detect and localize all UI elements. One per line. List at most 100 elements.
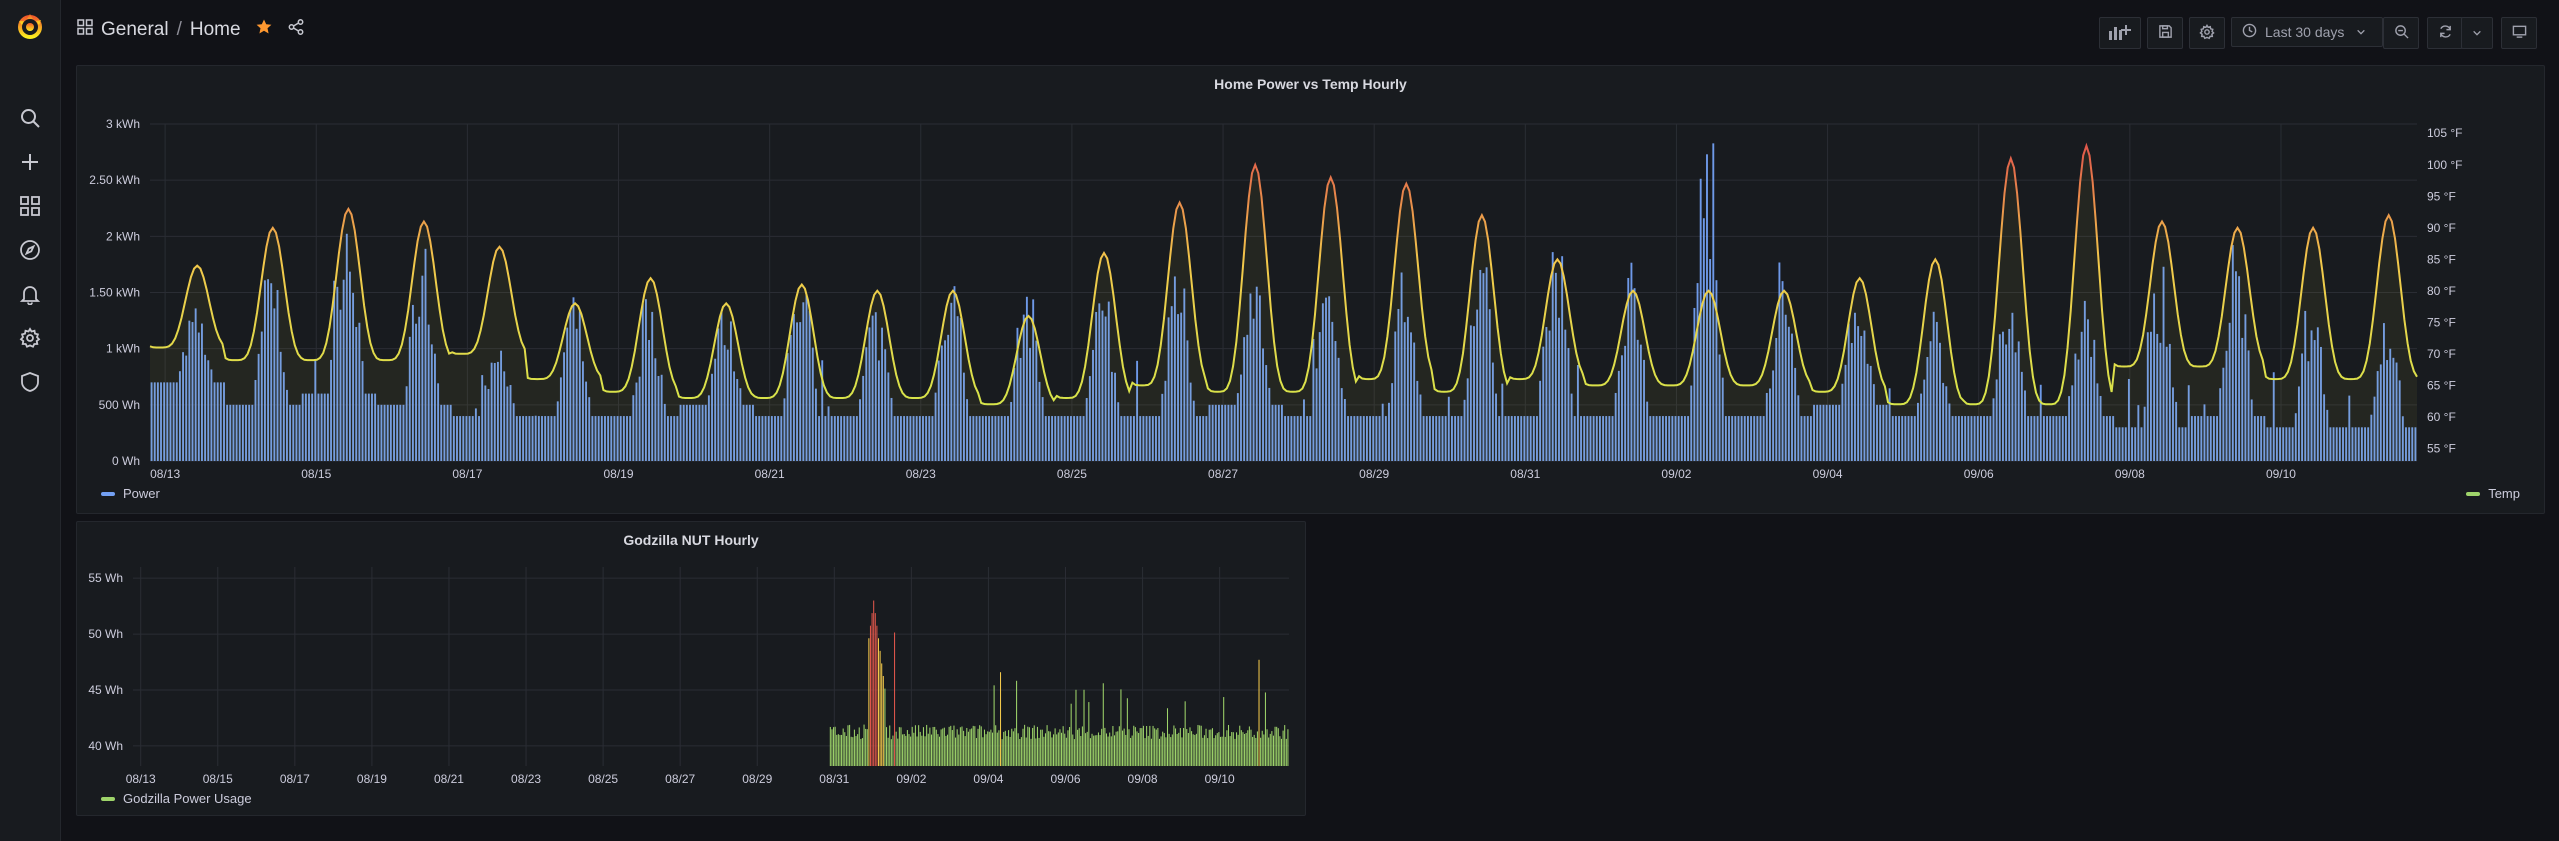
power-bar: [1151, 416, 1154, 461]
godzilla-bar: [1168, 733, 1170, 766]
godzilla-bar: [1260, 737, 1262, 766]
share-icon[interactable]: [287, 18, 305, 42]
power-bar: [1794, 367, 1797, 461]
power-bar: [2329, 427, 2332, 461]
explore-compass-icon[interactable]: [19, 239, 41, 261]
power-bar: [2235, 271, 2237, 461]
save-dashboard-button[interactable]: [2147, 17, 2183, 49]
power-bar: [1913, 416, 1916, 461]
godzilla-bar: [980, 726, 982, 766]
alert-bell-icon[interactable]: [19, 283, 41, 306]
gear-icon[interactable]: [19, 327, 41, 349]
power-bar: [1479, 269, 1482, 461]
power-bar: [890, 397, 893, 461]
godzilla-bar: [1163, 733, 1165, 766]
power-bar: [2064, 416, 2067, 461]
legend-power[interactable]: Power: [101, 486, 160, 501]
x-tick-label: 08/19: [357, 772, 387, 786]
plus-icon[interactable]: [19, 151, 41, 173]
godzilla-bar: [1158, 738, 1160, 766]
power-bar: [380, 404, 383, 461]
legend-godzilla[interactable]: Godzilla Power Usage: [101, 791, 252, 806]
power-bar: [1400, 272, 1403, 461]
power-bar: [2200, 416, 2203, 461]
power-bar: [1863, 330, 1866, 461]
power-bar: [2102, 416, 2105, 461]
power-temp-chart[interactable]: 0 Wh 500 Wh 1 kWh 1.50 kWh 2 kWh 2.50 kWh 3 kW…: [77, 66, 2544, 513]
legend-temp[interactable]: Temp: [2466, 486, 2520, 501]
add-panel-button[interactable]: [2099, 17, 2141, 49]
power-bar: [940, 345, 943, 461]
star-icon[interactable]: [255, 18, 273, 42]
power-bar: [1451, 416, 1453, 461]
godzilla-bar: [1036, 726, 1038, 766]
power-bar: [720, 310, 723, 461]
godzilla-bar: [897, 738, 899, 766]
zoom-out-icon: [2394, 24, 2409, 42]
refresh-interval-button[interactable]: [2461, 17, 2493, 49]
dashboards-grid-icon[interactable]: [77, 19, 93, 41]
power-bar: [2024, 390, 2026, 461]
power-bar: [1734, 416, 1737, 461]
refresh-button[interactable]: [2427, 17, 2463, 49]
power-bar: [333, 280, 336, 461]
x-tick-label: 08/21: [434, 772, 464, 786]
power-bar: [1079, 416, 1082, 461]
godzilla-bar: [1202, 737, 1204, 766]
panel-title[interactable]: Godzilla NUT Hourly: [623, 532, 759, 548]
godzilla-bar: [1030, 738, 1032, 766]
power-bar: [1910, 416, 1913, 461]
godzilla-bar: [1086, 731, 1088, 766]
power-bar: [1359, 416, 1362, 461]
godzilla-bar: [1065, 737, 1067, 766]
godzilla-bar: [1152, 725, 1154, 766]
breadcrumb-folder[interactable]: General: [101, 19, 169, 40]
shield-icon[interactable]: [19, 371, 41, 393]
power-bar: [638, 376, 641, 461]
godzilla-bar: [871, 613, 873, 766]
power-bar: [1646, 401, 1649, 461]
power-bar: [1957, 416, 1960, 461]
power-bar: [616, 416, 619, 461]
godzilla-bar: [1199, 725, 1201, 766]
x-tick-label: 08/13: [150, 467, 180, 481]
power-bar: [2367, 427, 2370, 461]
power-bar: [899, 416, 902, 461]
search-icon[interactable]: [19, 107, 41, 129]
godzilla-bar: [1128, 729, 1130, 766]
panel-title[interactable]: Home Power vs Temp Hourly: [1214, 76, 1407, 92]
godzilla-bar: [1166, 708, 1169, 766]
zoom-out-button[interactable]: [2383, 17, 2419, 49]
power-bar: [2168, 343, 2171, 461]
dashboard-settings-button[interactable]: [2189, 17, 2225, 49]
power-bar: [1939, 342, 1941, 461]
godzilla-bar: [849, 724, 851, 766]
power-bar: [2405, 427, 2407, 461]
breadcrumb-dashboard[interactable]: Home: [189, 19, 241, 40]
godzilla-bar: [1035, 738, 1037, 766]
power-bar: [629, 416, 632, 461]
x-tick-label: 09/04: [1813, 467, 1843, 481]
power-bar: [1375, 416, 1378, 461]
power-bar: [210, 369, 213, 461]
power-bar: [2027, 416, 2030, 461]
godzilla-chart[interactable]: 40 Wh 45 Wh 50 Wh 55 Wh 08/13 08/15 08/17 08/19…: [77, 522, 1305, 815]
godzilla-bar: [1011, 728, 1013, 766]
godzilla-bar: [839, 734, 841, 766]
power-bar: [1602, 416, 1605, 461]
tv-mode-button[interactable]: [2501, 17, 2537, 49]
power-bar: [1876, 404, 1878, 461]
godzilla-bar: [1025, 737, 1027, 766]
power-bar: [1809, 416, 1812, 461]
power-bar: [792, 314, 795, 461]
godzilla-bar: [1062, 726, 1064, 766]
dashboards-grid-icon[interactable]: [19, 195, 41, 217]
grafana-logo-icon[interactable]: [15, 12, 45, 42]
power-bar: [1413, 342, 1416, 461]
time-range-picker[interactable]: Last 30 days: [2231, 17, 2383, 47]
godzilla-bar: [982, 737, 984, 766]
power-bar: [821, 360, 824, 461]
power-bar: [178, 371, 181, 461]
power-bar: [1983, 416, 1986, 461]
power-bar: [2172, 387, 2174, 461]
